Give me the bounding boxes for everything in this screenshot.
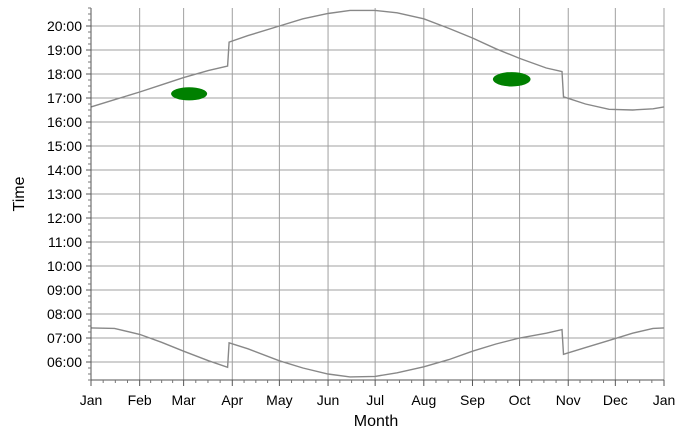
highlight-region bbox=[171, 87, 208, 101]
x-tick-label: Jun bbox=[317, 392, 340, 408]
x-tick-label: Feb bbox=[128, 392, 152, 408]
series-lines bbox=[90, 9, 665, 378]
x-tick-label: Jan bbox=[80, 392, 103, 408]
y-tick-labels: 06:00 07:00 08:00 09:00 10:00 11:00 12:00 13:00… bbox=[47, 18, 82, 370]
x-tick-label: Jul bbox=[366, 392, 384, 408]
x-tick-label: Mar bbox=[172, 392, 196, 408]
series-line bbox=[90, 9, 665, 111]
series-line bbox=[90, 327, 665, 378]
y-axis-title: Time bbox=[11, 176, 28, 211]
y-tick-label: 06:00 bbox=[47, 354, 82, 370]
y-tick-label: 14:00 bbox=[47, 162, 82, 178]
y-tick-label: 09:00 bbox=[47, 282, 82, 298]
y-tick-label: 16:00 bbox=[47, 114, 82, 130]
x-axis-title: Month bbox=[354, 413, 398, 430]
x-tick-label: Dec bbox=[603, 392, 628, 408]
y-tick-label: 15:00 bbox=[47, 138, 82, 154]
y-tick-label: 07:00 bbox=[47, 330, 82, 346]
y-tick-label: 11:00 bbox=[48, 234, 82, 250]
x-tick-label: Jan bbox=[653, 392, 676, 408]
highlight-region bbox=[492, 72, 531, 87]
y-tick-label: 10:00 bbox=[47, 258, 82, 274]
x-tick-label: Aug bbox=[411, 392, 436, 408]
x-tick-label: Sep bbox=[460, 392, 485, 408]
x-tick-label: May bbox=[266, 392, 292, 408]
y-tick-label: 19:00 bbox=[47, 42, 82, 58]
x-tick-label: Apr bbox=[221, 392, 243, 408]
tick-marks bbox=[86, 7, 665, 386]
y-tick-label: 18:00 bbox=[47, 66, 82, 82]
y-tick-label: 17:00 bbox=[47, 90, 82, 106]
y-tick-label: 12:00 bbox=[47, 210, 82, 226]
highlight-regions bbox=[171, 72, 531, 101]
grid bbox=[90, 8, 665, 380]
x-tick-labels: Jan Feb Mar Apr May Jun Jul Aug Sep Oct Nov Dec Jan bbox=[80, 392, 676, 408]
x-tick-label: Nov bbox=[556, 392, 581, 408]
x-tick-label: Oct bbox=[509, 392, 531, 408]
y-tick-label: 20:00 bbox=[47, 18, 82, 34]
y-tick-label: 08:00 bbox=[47, 306, 82, 322]
y-tick-label: 13:00 bbox=[47, 186, 82, 202]
